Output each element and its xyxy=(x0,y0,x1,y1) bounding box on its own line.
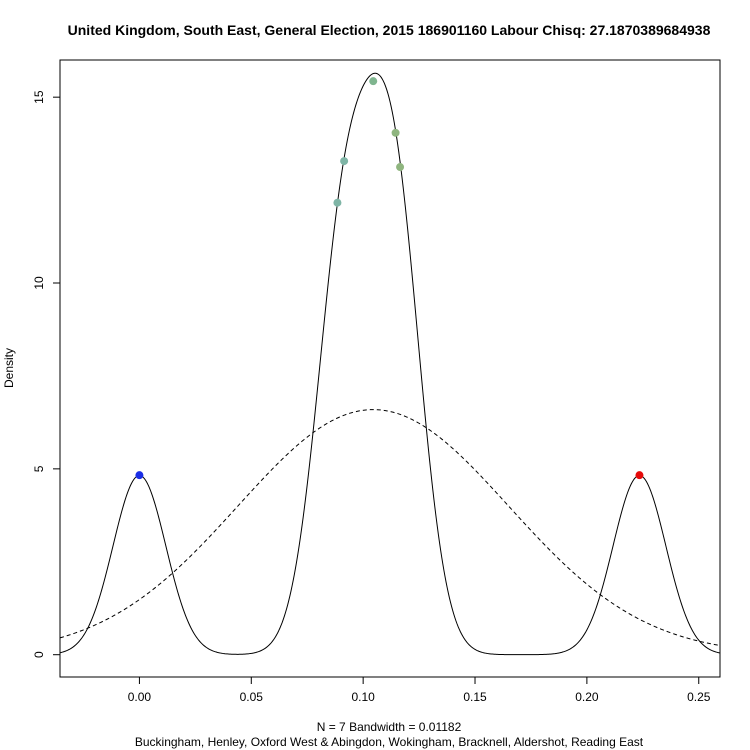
x-tick-label: 0.15 xyxy=(463,690,487,704)
data-point xyxy=(333,198,342,207)
data-point xyxy=(135,471,144,480)
x-axis-label-line2: Buckingham, Henley, Oxford West & Abingd… xyxy=(135,735,644,749)
y-tick-label: 0 xyxy=(32,651,46,658)
normal-reference-curve xyxy=(59,409,721,646)
y-axis-label: Density xyxy=(2,348,16,388)
data-point xyxy=(340,157,349,166)
x-tick-label: 0.00 xyxy=(128,690,152,704)
y-tick-label: 5 xyxy=(32,465,46,472)
y-tick-label: 15 xyxy=(32,90,46,104)
chart-title: United Kingdom, South East, General Elec… xyxy=(68,22,711,38)
data-point xyxy=(391,128,400,137)
data-points xyxy=(135,77,644,480)
density-curve xyxy=(59,72,721,656)
data-point xyxy=(396,163,405,172)
y-axis: 0 5 10 15 xyxy=(32,90,61,658)
x-tick-label: 0.05 xyxy=(240,690,264,704)
x-tick-label: 0.20 xyxy=(575,690,599,704)
y-tick-label: 10 xyxy=(32,276,46,290)
x-tick-label: 0.10 xyxy=(351,690,375,704)
x-tick-label: 0.25 xyxy=(687,690,711,704)
data-point xyxy=(369,77,378,86)
x-axis-label-line1: N = 7 Bandwidth = 0.01182 xyxy=(317,720,462,734)
x-axis: 0.00 0.05 0.10 0.15 0.20 0.25 xyxy=(128,676,711,704)
data-point xyxy=(635,471,644,480)
